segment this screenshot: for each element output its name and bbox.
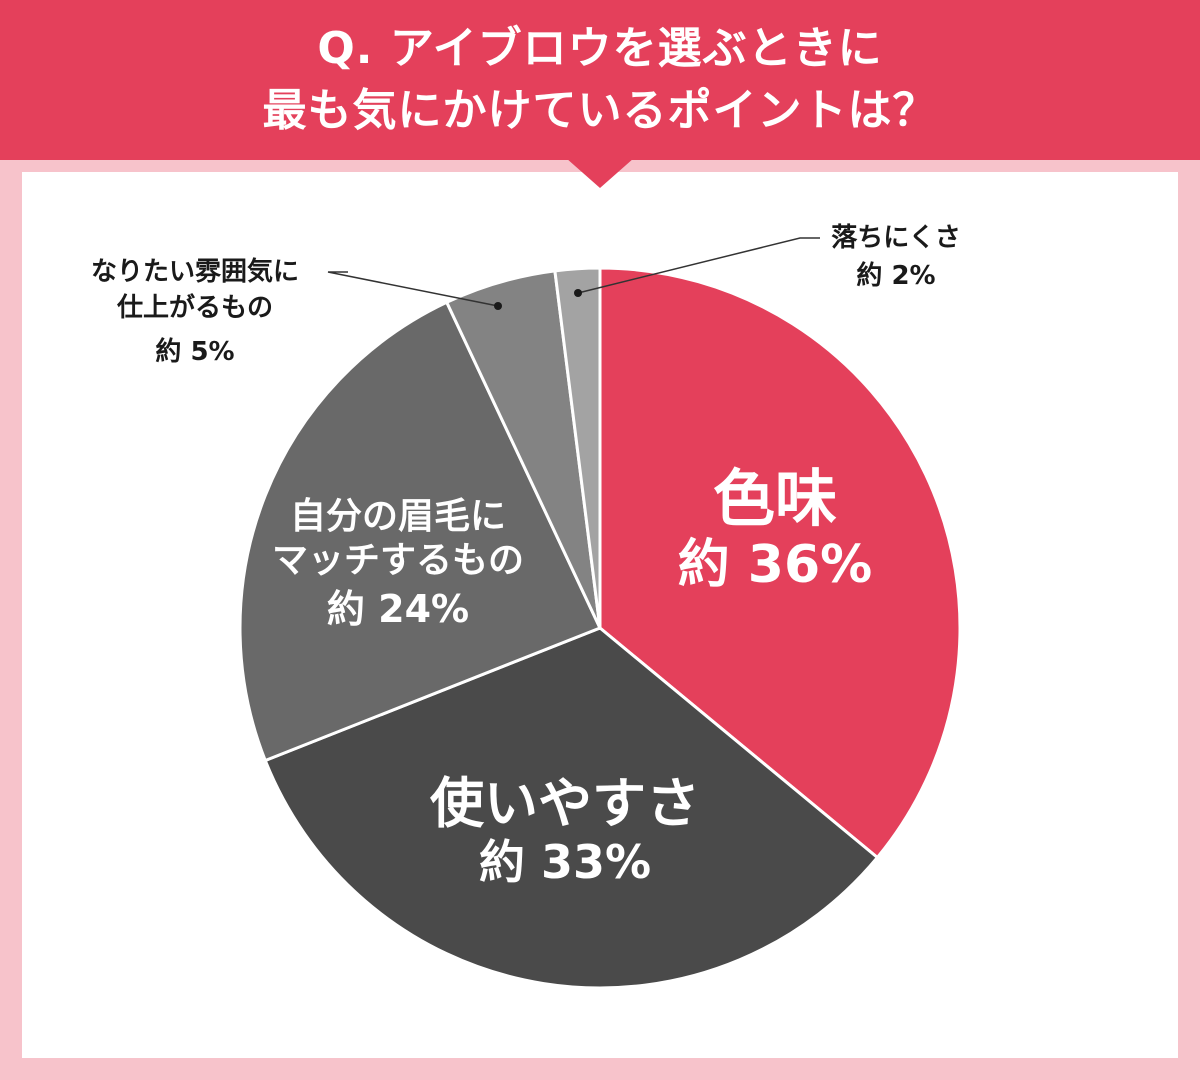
slice-value-2: 約 33%: [479, 835, 651, 889]
leader-lines: [327, 237, 820, 310]
header-banner: [0, 0, 1200, 160]
pie-slice-3: [238, 300, 602, 763]
slice-label-1-line-1: 色味: [713, 462, 837, 535]
leader-dot-4: [494, 302, 502, 310]
chart-title: Q. アイブロウを選ぶときに 最も気にかけているポイントは？: [0, 0, 1200, 160]
slice-value-5: 約 2%: [856, 260, 935, 291]
leader-line-5: [577, 237, 820, 294]
leader-line-4: [327, 271, 499, 307]
pie-slice-1: [598, 266, 962, 859]
pie-slices: [238, 266, 962, 990]
slice-label-3-line-1: 自分の眉毛に: [290, 496, 506, 537]
slice-label-3-line-2: マッチするもの: [272, 540, 524, 581]
slice-label-5-line-1: 落ちにくさ: [831, 223, 960, 253]
chart-title-line-1: Q. アイブロウを選ぶときに: [317, 23, 883, 74]
slice-value-3: 約 24%: [327, 587, 469, 631]
pie-slice-2: [263, 626, 879, 990]
header-pointer: [566, 158, 634, 188]
chart-title-line-2: 最も気にかけているポイントは？: [262, 85, 938, 136]
leader-dot-5: [574, 289, 582, 297]
slice-label-4-line-1: なりたい雰囲気に: [91, 256, 299, 287]
pie-slice-5: [553, 266, 602, 630]
slice-label-4-line-2: 仕上がるもの: [116, 292, 273, 323]
slice-value-1: 約 36%: [678, 535, 873, 595]
slice-label-2-line-1: 使いやすさ: [430, 772, 700, 835]
slice-value-4: 約 5%: [155, 336, 234, 367]
